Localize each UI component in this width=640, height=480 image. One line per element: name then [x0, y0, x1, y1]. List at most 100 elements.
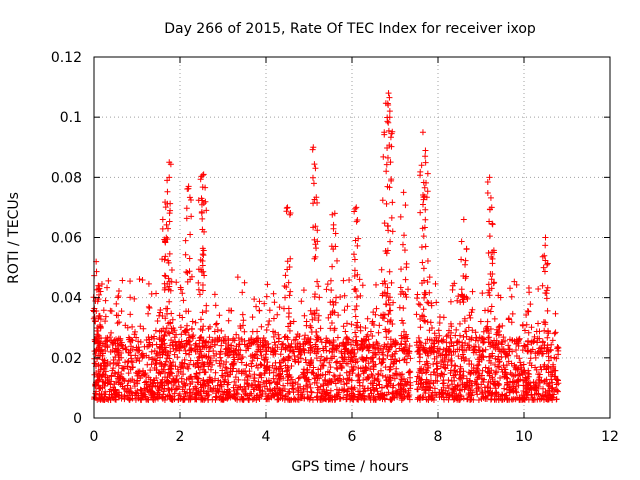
data-point [186, 334, 193, 341]
data-point [198, 333, 205, 340]
data-point [280, 305, 287, 312]
data-point [522, 327, 529, 334]
data-point [551, 367, 558, 374]
data-point [505, 316, 512, 323]
data-point [220, 361, 227, 368]
data-point [286, 292, 293, 299]
data-point [167, 342, 174, 349]
data-point [261, 362, 268, 369]
data-point [323, 335, 330, 342]
data-point [168, 396, 175, 403]
data-point [400, 375, 407, 382]
data-point [102, 363, 109, 370]
data-point [167, 366, 174, 373]
data-point [386, 108, 393, 115]
data-point [539, 253, 546, 260]
data-point [386, 307, 393, 314]
data-point [360, 336, 367, 343]
data-point [113, 300, 120, 307]
data-point [534, 396, 541, 403]
data-point [343, 360, 350, 367]
data-point [454, 339, 461, 346]
data-point [287, 255, 294, 262]
data-point [386, 301, 393, 308]
data-point [334, 343, 341, 350]
data-point [432, 371, 439, 378]
data-point [136, 276, 143, 283]
data-point [525, 347, 532, 354]
data-point [124, 382, 131, 389]
data-point [180, 371, 187, 378]
data-point [334, 358, 341, 365]
data-point [212, 375, 219, 382]
data-point [118, 339, 125, 346]
data-point [145, 374, 152, 381]
data-point [95, 282, 102, 289]
data-point [196, 291, 203, 298]
data-point [162, 273, 169, 280]
data-point [166, 370, 173, 377]
data-point [184, 327, 191, 334]
data-point [233, 331, 240, 338]
data-point [426, 274, 433, 281]
data-point [552, 373, 559, 380]
data-point [397, 284, 404, 291]
data-point [269, 387, 276, 394]
data-point [200, 377, 207, 384]
data-point [449, 282, 456, 289]
data-point [177, 286, 184, 293]
data-point [540, 385, 547, 392]
data-point [199, 172, 206, 179]
data-point [405, 389, 412, 396]
data-point [447, 298, 454, 305]
data-point [205, 363, 212, 370]
data-point [349, 367, 356, 374]
data-point [167, 207, 174, 214]
data-point [249, 339, 256, 346]
data-point [164, 352, 171, 359]
data-point [325, 396, 332, 403]
data-point [370, 358, 377, 365]
data-point [248, 363, 255, 370]
data-point [478, 381, 485, 388]
data-point [118, 391, 125, 398]
data-point [264, 281, 271, 288]
data-point [151, 377, 158, 384]
data-point [155, 387, 162, 394]
data-point [505, 342, 512, 349]
data-point [143, 381, 150, 388]
data-point [201, 272, 208, 279]
data-point [300, 373, 307, 380]
data-point [93, 286, 100, 293]
data-point [470, 396, 477, 403]
data-point [234, 274, 241, 281]
data-point [383, 343, 390, 350]
data-point [401, 382, 408, 389]
data-point [96, 385, 103, 392]
data-point [229, 368, 236, 375]
data-point [528, 324, 535, 331]
data-point [256, 307, 263, 314]
data-point [390, 360, 397, 367]
data-point [372, 351, 379, 358]
data-point [250, 386, 257, 393]
data-point [435, 327, 442, 334]
data-point [375, 329, 382, 336]
data-point [93, 324, 100, 331]
data-point [503, 362, 510, 369]
data-point [417, 354, 424, 361]
data-point [251, 296, 258, 303]
data-point [370, 364, 377, 371]
data-point [102, 297, 109, 304]
data-point [424, 170, 431, 177]
data-point [329, 263, 336, 270]
data-point [385, 127, 392, 134]
data-point [439, 338, 446, 345]
data-point [535, 320, 542, 327]
data-point [429, 389, 436, 396]
data-point [117, 335, 124, 342]
data-point [210, 352, 217, 359]
data-point [321, 376, 328, 383]
data-point [137, 338, 144, 345]
data-point [507, 387, 514, 394]
